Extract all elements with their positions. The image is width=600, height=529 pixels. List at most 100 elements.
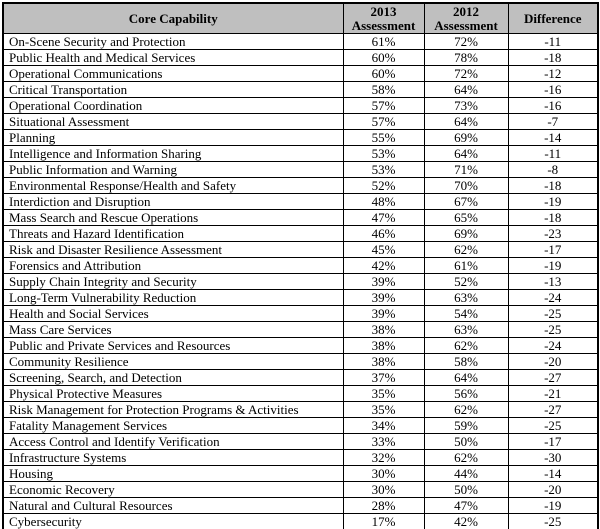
assessment-2012-cell: 69% xyxy=(423,225,509,242)
capability-cell: Physical Protective Measures xyxy=(2,385,344,402)
header-row: Core Capability 2013 Assessment 2012 Ass… xyxy=(2,2,599,34)
assessment-2013-cell: 38% xyxy=(342,337,425,354)
assessment-2012-cell: 54% xyxy=(423,305,509,322)
difference-cell: -24 xyxy=(507,337,599,354)
capability-cell: Threats and Hazard Identification xyxy=(2,225,344,242)
assessment-2012-cell: 47% xyxy=(423,497,509,514)
difference-cell: -8 xyxy=(507,161,599,178)
capability-cell: Fatality Management Services xyxy=(2,417,344,434)
assessment-2012-cell: 69% xyxy=(423,129,509,146)
table-row: Operational Coordination 57% 73% -16 xyxy=(2,97,599,114)
assessment-2013-cell: 45% xyxy=(342,241,425,258)
difference-cell: -18 xyxy=(507,177,599,194)
assessment-2013-cell: 30% xyxy=(342,481,425,498)
capability-cell: Access Control and Identify Verification xyxy=(2,433,344,450)
capability-cell: Intelligence and Information Sharing xyxy=(2,145,344,162)
table-row: Screening, Search, and Detection 37% 64% -2… xyxy=(2,369,599,386)
capability-cell: Public Information and Warning xyxy=(2,161,344,178)
assessment-2013-cell: 35% xyxy=(342,401,425,418)
table-row: Public Information and Warning 53% 71% -8 xyxy=(2,161,599,178)
capability-cell: Mass Care Services xyxy=(2,321,344,338)
difference-cell: -23 xyxy=(507,225,599,242)
assessment-2012-cell: 52% xyxy=(423,273,509,290)
assessment-2012-cell: 65% xyxy=(423,209,509,226)
table-row: Environmental Response/Health and Safety… xyxy=(2,177,599,194)
assessment-2013-cell: 60% xyxy=(342,49,425,66)
table-header: Core Capability 2013 Assessment 2012 Ass… xyxy=(2,2,599,34)
assessment-2012-cell: 62% xyxy=(423,449,509,466)
table-row: Situational Assessment 57% 64% -7 xyxy=(2,113,599,130)
header-2013-assessment: 2013 Assessment xyxy=(342,2,425,34)
assessment-2012-cell: 50% xyxy=(423,481,509,498)
assessment-2012-cell: 72% xyxy=(423,33,509,50)
table-row: Operational Communications 60% 72% -12 xyxy=(2,65,599,82)
capability-cell: Housing xyxy=(2,465,344,482)
capability-cell: Critical Transportation xyxy=(2,81,344,98)
capability-cell: Economic Recovery xyxy=(2,481,344,498)
difference-cell: -25 xyxy=(507,305,599,322)
capability-cell: Situational Assessment xyxy=(2,113,344,130)
difference-cell: -25 xyxy=(507,321,599,338)
difference-cell: -20 xyxy=(507,353,599,370)
table-row: Fatality Management Services 34% 59% -25 xyxy=(2,417,599,434)
difference-cell: -20 xyxy=(507,481,599,498)
header-core-capability: Core Capability xyxy=(2,2,344,34)
table-row: Threats and Hazard Identification 46% 69% -… xyxy=(2,225,599,242)
table-row: Access Control and Identify Verification… xyxy=(2,433,599,450)
assessment-2013-cell: 61% xyxy=(342,33,425,50)
table-row: Interdiction and Disruption 48% 67% -19 xyxy=(2,193,599,210)
table-row: Mass Search and Rescue Operations 47% 65% -… xyxy=(2,209,599,226)
assessment-2012-cell: 64% xyxy=(423,81,509,98)
assessment-2012-cell: 78% xyxy=(423,49,509,66)
capability-cell: Interdiction and Disruption xyxy=(2,193,344,210)
difference-cell: -11 xyxy=(507,33,599,50)
capability-cell: Risk and Disaster Resilience Assessment xyxy=(2,241,344,258)
table-row: Intelligence and Information Sharing 53% 6… xyxy=(2,145,599,162)
difference-cell: -16 xyxy=(507,97,599,114)
assessment-2013-cell: 60% xyxy=(342,65,425,82)
table-row: Health and Social Services 39% 54% -25 xyxy=(2,305,599,322)
assessment-2012-cell: 62% xyxy=(423,241,509,258)
header-2012-assessment: 2012 Assessment xyxy=(423,2,509,34)
difference-cell: -17 xyxy=(507,241,599,258)
difference-cell: -16 xyxy=(507,81,599,98)
assessment-2013-cell: 38% xyxy=(342,321,425,338)
capability-cell: Infrastructure Systems xyxy=(2,449,344,466)
assessment-2012-cell: 42% xyxy=(423,513,509,529)
table-row: Mass Care Services 38% 63% -25 xyxy=(2,321,599,338)
assessment-2012-cell: 70% xyxy=(423,177,509,194)
assessment-2012-cell: 62% xyxy=(423,337,509,354)
assessment-2012-cell: 50% xyxy=(423,433,509,450)
assessment-2012-cell: 63% xyxy=(423,289,509,306)
assessment-2012-cell: 44% xyxy=(423,465,509,482)
table-row: On-Scene Security and Protection 61% 72% -1… xyxy=(2,33,599,50)
capability-cell: Natural and Cultural Resources xyxy=(2,497,344,514)
assessment-2013-cell: 58% xyxy=(342,81,425,98)
assessment-2013-cell: 42% xyxy=(342,257,425,274)
assessment-2012-cell: 59% xyxy=(423,417,509,434)
difference-cell: -17 xyxy=(507,433,599,450)
capability-cell: Long-Term Vulnerability Reduction xyxy=(2,289,344,306)
table-row: Planning 55% 69% -14 xyxy=(2,129,599,146)
assessment-2012-cell: 58% xyxy=(423,353,509,370)
assessment-2013-cell: 34% xyxy=(342,417,425,434)
assessment-2013-cell: 38% xyxy=(342,353,425,370)
capability-cell: Public Health and Medical Services xyxy=(2,49,344,66)
assessment-2013-cell: 39% xyxy=(342,305,425,322)
table-row: Natural and Cultural Resources 28% 47% -19 xyxy=(2,497,599,514)
table-row: Community Resilience 38% 58% -20 xyxy=(2,353,599,370)
difference-cell: -11 xyxy=(507,145,599,162)
assessment-2013-cell: 57% xyxy=(342,113,425,130)
assessment-2013-cell: 52% xyxy=(342,177,425,194)
difference-cell: -13 xyxy=(507,273,599,290)
header-difference: Difference xyxy=(507,2,599,34)
assessment-2012-cell: 71% xyxy=(423,161,509,178)
assessment-2012-cell: 64% xyxy=(423,113,509,130)
capability-cell: Planning xyxy=(2,129,344,146)
assessment-2013-cell: 30% xyxy=(342,465,425,482)
assessment-2012-cell: 61% xyxy=(423,257,509,274)
difference-cell: -18 xyxy=(507,49,599,66)
assessment-2012-cell: 72% xyxy=(423,65,509,82)
